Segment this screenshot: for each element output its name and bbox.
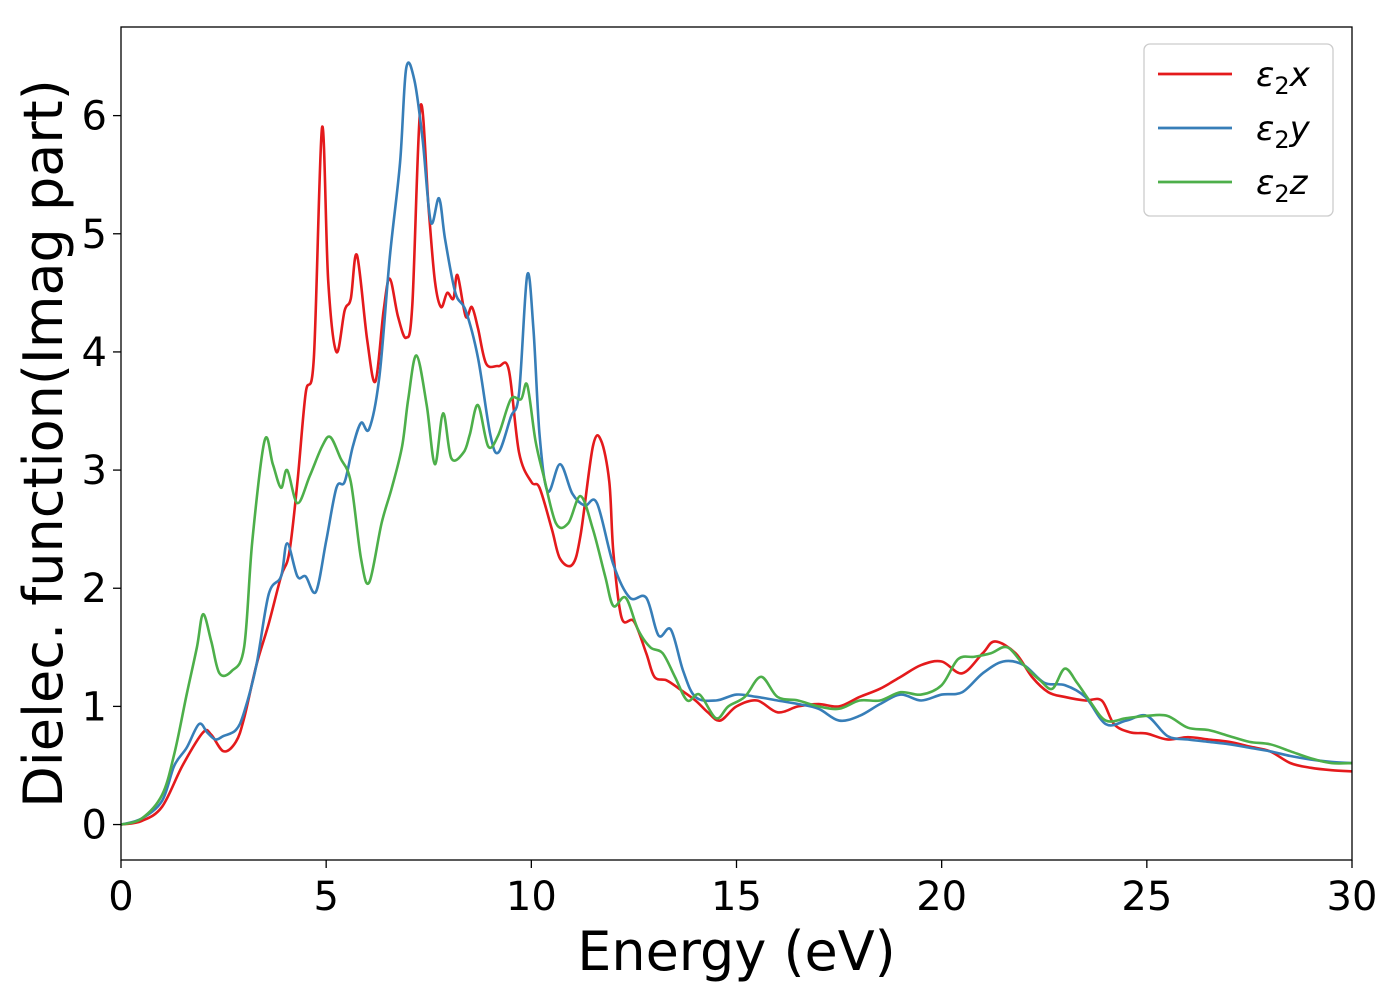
y-axis: 0 1 2 3 4 5 6 xyxy=(82,94,121,849)
y-axis-title: Dielec. function(Imag part) xyxy=(12,79,75,808)
x-tick-label: 10 xyxy=(506,874,557,920)
y-tick-label: 2 xyxy=(82,566,107,612)
legend-box xyxy=(1143,43,1334,217)
y-tick-label: 0 xyxy=(82,803,107,849)
y-tick-label: 1 xyxy=(82,684,107,730)
series-line-z xyxy=(121,354,1352,826)
x-tick-label: 5 xyxy=(313,874,338,920)
x-tick-label: 20 xyxy=(916,874,967,920)
legend-label-x: ε2x xyxy=(1256,55,1311,100)
y-tick-label: 4 xyxy=(82,330,107,376)
plot-content xyxy=(121,61,1352,826)
y-tick-label: 6 xyxy=(82,94,107,140)
x-axis: 0 5 10 15 20 25 30 xyxy=(108,860,1377,920)
y-tick-label: 5 xyxy=(82,212,107,258)
legend: ε2x ε2y ε2z xyxy=(1143,43,1334,217)
legend-label-y: ε2y xyxy=(1256,109,1311,154)
legend-label-z: ε2z xyxy=(1256,163,1309,208)
x-axis-title: Energy (eV) xyxy=(577,920,896,983)
x-tick-label: 25 xyxy=(1121,874,1172,920)
series-line-x xyxy=(121,103,1352,826)
x-tick-label: 15 xyxy=(711,874,762,920)
x-tick-label: 0 xyxy=(108,874,133,920)
series-line-y xyxy=(121,61,1352,826)
x-tick-label: 30 xyxy=(1327,874,1378,920)
y-tick-label: 3 xyxy=(82,448,107,494)
